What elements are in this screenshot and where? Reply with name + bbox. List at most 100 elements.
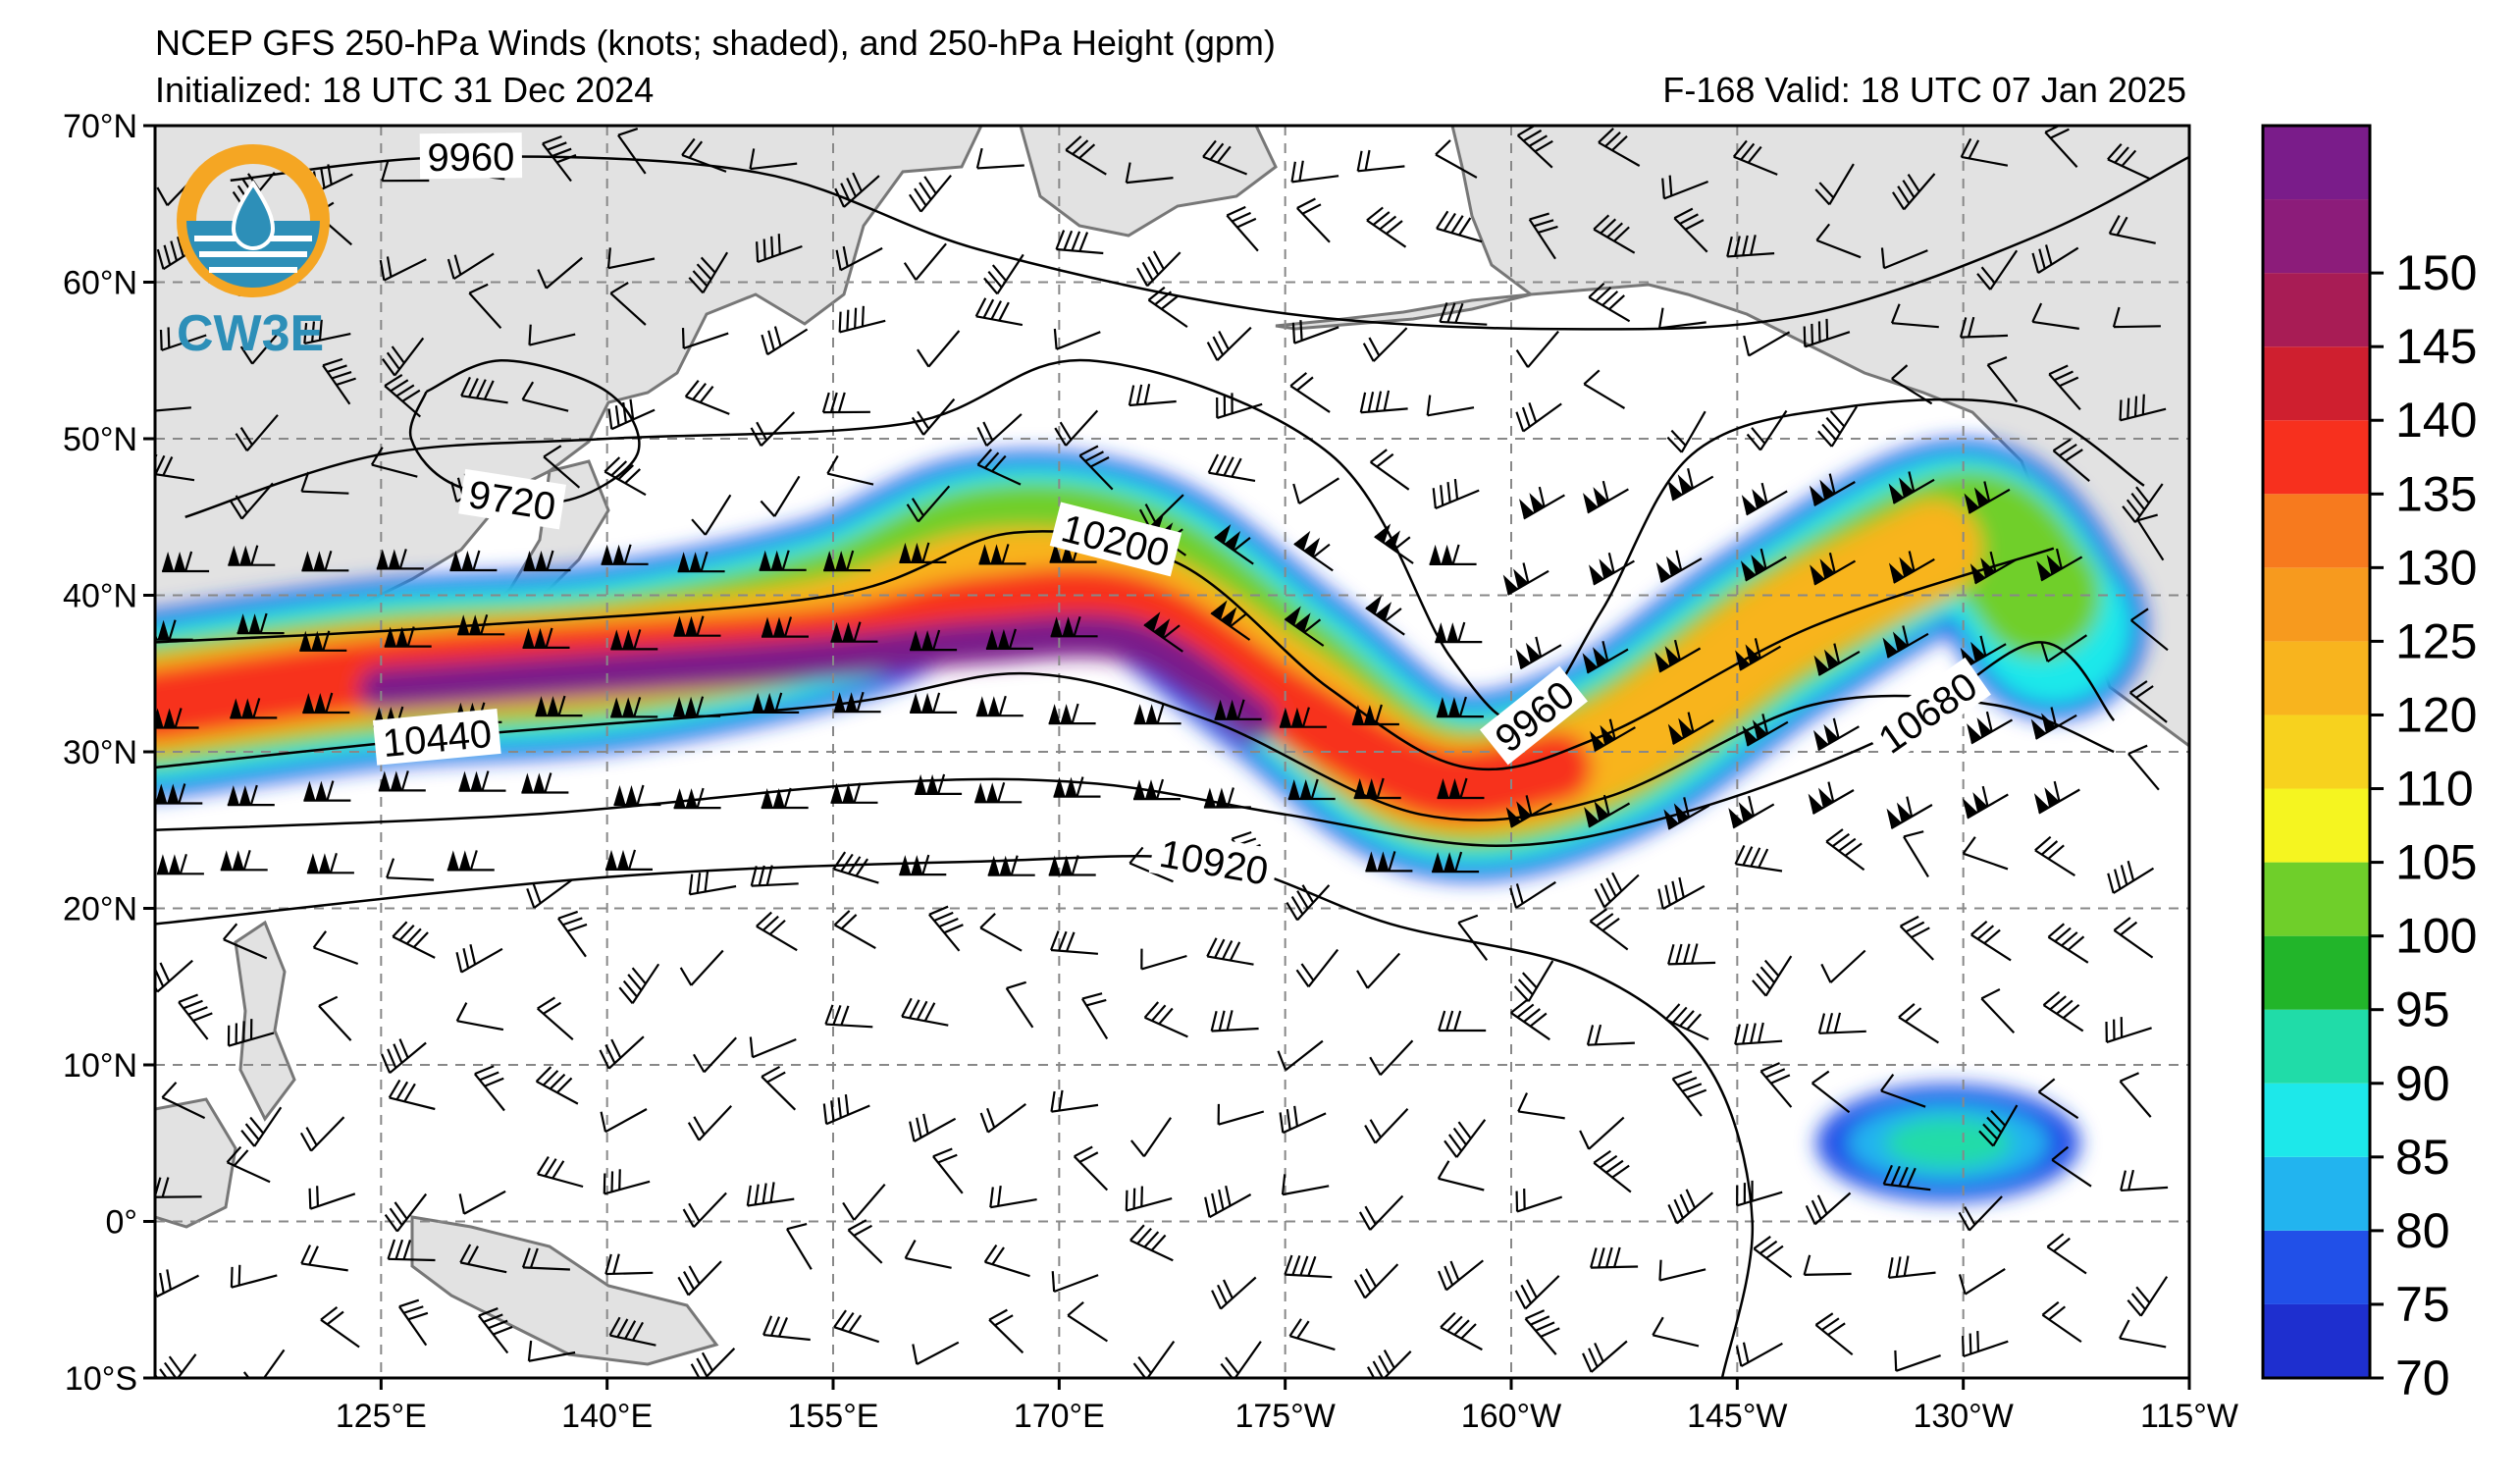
wind-barb: [320, 1305, 360, 1349]
wind-barb: [1584, 794, 1631, 828]
wind-barb: [1589, 908, 1629, 951]
wind-barb: [910, 629, 958, 652]
wind-barb: [2119, 394, 2167, 422]
height-contour-9960: [230, 155, 2189, 331]
wind-barb: [1289, 372, 1331, 413]
wind-barb: [988, 1308, 1024, 1354]
wind-barb: [457, 613, 505, 636]
colorbar: 70 75 80 85 90 95 100 105 110 120 125 130 135 140 145 1…: [2261, 124, 2477, 1405]
wind-barb: [1369, 449, 1410, 491]
wind-barb: [162, 551, 210, 573]
wind-barb: [687, 1105, 733, 1141]
wind-barb: [833, 691, 881, 714]
wind-barb: [1129, 1117, 1173, 1157]
wind-barb: [226, 1145, 271, 1184]
wind-barb: [2036, 548, 2083, 582]
wind-barb: [688, 871, 737, 896]
wind-barb: [928, 905, 964, 952]
wind-barb: [1803, 318, 1851, 348]
colorbar-swatch: [2263, 1230, 2370, 1304]
wind-barb: [1734, 844, 1783, 873]
wind-barb: [1593, 214, 1636, 254]
wind-barb: [1880, 1074, 1926, 1108]
wind-barb: [1735, 638, 1782, 671]
colorbar-swatch: [2263, 1303, 2370, 1378]
wind-barb: [1436, 696, 1484, 718]
wind-barb: [159, 327, 207, 351]
wind-barb: [987, 855, 1035, 876]
wind-barb: [2105, 1017, 2152, 1043]
wind-barb: [1438, 1259, 1484, 1292]
wind-barb: [1820, 949, 1866, 983]
wind-barb: [842, 1183, 886, 1221]
jet-stream-shading: [155, 439, 2147, 1202]
wind-barb: [1958, 1195, 2003, 1232]
lat-tick-label: 40°N: [63, 578, 137, 615]
wind-barb: [618, 963, 660, 1004]
wind-barb: [478, 1307, 513, 1354]
wind-barb: [227, 1019, 275, 1047]
wind-barb: [2031, 302, 2079, 330]
wind-barb: [911, 397, 956, 436]
contour-label-text: 10440: [381, 713, 494, 766]
colorbar-label: 130: [2395, 540, 2477, 595]
wind-barb: [912, 1341, 960, 1365]
wind-barb: [1143, 1001, 1188, 1038]
wind-barb: [1815, 223, 1862, 259]
wind-barb: [1206, 937, 1254, 966]
wind-barb: [240, 1106, 283, 1147]
wind-barb: [1374, 523, 1414, 564]
wind-barb: [1286, 884, 1331, 922]
wind-barb: [230, 482, 274, 520]
wind-barb: [1053, 776, 1101, 798]
wind-barb: [604, 456, 647, 497]
wind-barb: [1214, 699, 1262, 720]
wind-barb: [236, 612, 285, 635]
wind-barb: [1050, 930, 1098, 955]
wind-barb: [1882, 625, 1929, 659]
wind-barb: [983, 1244, 1030, 1278]
wind-barb: [2052, 438, 2090, 482]
wind-barb: [2031, 244, 2079, 275]
wind-barb: [1594, 872, 1640, 909]
wind-barb: [1752, 955, 1793, 997]
wind-barb: [460, 376, 508, 404]
wind-barb: [1293, 530, 1334, 572]
wind-barb: [2129, 680, 2168, 723]
wind-barb: [1528, 212, 1558, 260]
wind-barb: [1658, 1259, 1706, 1282]
wind-barb: [1290, 160, 1339, 184]
wind-barb: [384, 374, 422, 418]
wind-barb: [600, 1108, 648, 1134]
wind-barb: [989, 1185, 1037, 1209]
wind-barb: [1051, 1271, 1099, 1294]
wind-barb: [899, 542, 947, 564]
wind-barb: [222, 923, 268, 960]
wind-barb: [382, 337, 425, 377]
colorbar-swatch: [2263, 1009, 2370, 1084]
wind-barb: [228, 545, 276, 566]
wind-barb: [1962, 1331, 2009, 1358]
wind-barb: [673, 696, 721, 717]
wind-barb: [1740, 548, 1787, 582]
wind-barb: [370, 447, 418, 478]
wind-barb: [1435, 139, 1478, 179]
wind-barb: [392, 921, 436, 959]
wind-barb: [1743, 331, 1791, 357]
wind-barb: [227, 784, 275, 807]
wind-barb: [1125, 162, 1174, 185]
wind-barb: [679, 949, 724, 986]
wind-barb: [1887, 1255, 1936, 1279]
wind-barb: [381, 160, 430, 183]
wind-barb: [1753, 1236, 1793, 1279]
wind-barb: [1582, 1340, 1628, 1373]
wind-barb: [1590, 718, 1636, 753]
lon-tick-label: 125°E: [336, 1398, 427, 1435]
lon-tick-label: 115°W: [2140, 1398, 2238, 1435]
wind-barb: [1295, 948, 1339, 988]
colorbar-swatch: [2263, 788, 2370, 863]
wind-barb: [2107, 860, 2155, 894]
wind-barb: [1366, 206, 1407, 248]
wind-barb: [1514, 1275, 1560, 1310]
colorbar-label: 150: [2395, 245, 2477, 300]
